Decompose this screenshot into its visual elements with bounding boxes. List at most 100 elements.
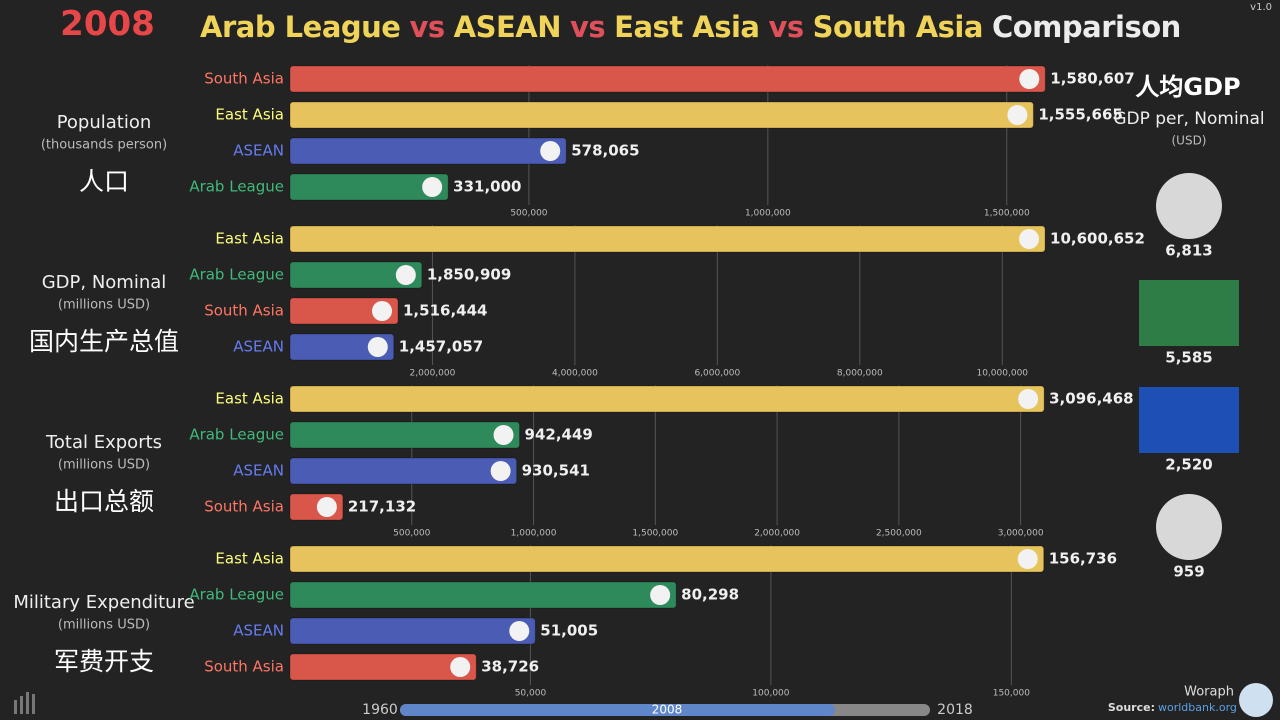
category-label: East Asia — [215, 106, 284, 124]
bar-icon — [1019, 69, 1040, 89]
chart-title: GDP, Nominal — [42, 272, 167, 293]
bar-icon — [422, 177, 443, 197]
chart-subtitle: (millions USD) — [58, 618, 150, 633]
bar — [289, 653, 477, 681]
source-label: Source: — [1108, 701, 1155, 714]
panel-unit: (USD) — [1171, 134, 1206, 148]
chart-subtitle: (thousands person) — [41, 138, 167, 153]
timeline-start: 1960 — [362, 702, 398, 718]
category-label: ASEAN — [233, 338, 284, 356]
category-label: South Asia — [204, 70, 284, 88]
title-part: vs — [570, 10, 606, 44]
x-tick-label: 2,000,000 — [754, 529, 800, 539]
bar-icon — [367, 337, 388, 357]
title-part: ASEAN — [453, 10, 562, 44]
x-tick-label: 150,000 — [993, 689, 1030, 699]
bar-icon — [316, 497, 337, 517]
panel-value: 5,585 — [1165, 349, 1212, 367]
title-part: East Asia — [614, 10, 760, 44]
value-label: 51,005 — [540, 622, 598, 640]
bar — [289, 101, 1034, 129]
panel-title: GDP per, Nominal — [1113, 109, 1264, 129]
panel-value: 6,813 — [1165, 242, 1212, 260]
value-label: 80,298 — [681, 586, 739, 604]
bar — [289, 65, 1046, 93]
bar-icon — [509, 621, 530, 641]
category-label: ASEAN — [233, 142, 284, 160]
bar — [289, 225, 1046, 253]
panel-title-zh: 人均GDP — [1135, 73, 1240, 101]
version: v1.0 — [1250, 2, 1272, 13]
bar-icon — [490, 461, 511, 481]
category-label: ASEAN — [233, 622, 284, 640]
chart-title-zh: 国内生产总值 — [29, 327, 179, 356]
bar — [289, 545, 1045, 573]
category-label: Arab League — [189, 426, 284, 444]
x-tick-label: 10,000,000 — [976, 369, 1028, 379]
bar-icon — [493, 425, 514, 445]
x-tick-label: 2,500,000 — [876, 529, 922, 539]
chart-subtitle: (millions USD) — [58, 298, 150, 313]
title-part: vs — [409, 10, 445, 44]
title-part: Comparison — [991, 10, 1181, 44]
value-label: 1,580,607 — [1050, 70, 1134, 88]
bar — [289, 581, 677, 609]
logo-bar — [26, 692, 29, 714]
bar — [289, 137, 567, 165]
bar-icon — [395, 265, 416, 285]
value-label: 578,065 — [571, 142, 639, 160]
timeline-current: 2008 — [652, 703, 683, 717]
category-label: East Asia — [215, 230, 284, 248]
icon — [1139, 280, 1239, 346]
category-label: Arab League — [189, 586, 284, 604]
value-label: 1,516,444 — [403, 302, 487, 320]
chart-title: Military Expenditure — [13, 592, 194, 613]
chart-title: Total Exports — [45, 432, 162, 453]
bar-icon — [372, 301, 393, 321]
brand: Woraph — [1184, 685, 1234, 700]
category-label: South Asia — [204, 658, 284, 676]
x-tick-label: 2,000,000 — [410, 369, 456, 379]
timeline-progress — [400, 704, 835, 716]
category-label: ASEAN — [233, 462, 284, 480]
bar — [289, 617, 536, 645]
bar-icon — [1017, 549, 1038, 569]
title-part: Arab League — [200, 10, 401, 44]
value-label: 1,457,057 — [399, 338, 483, 356]
x-tick-label: 50,000 — [515, 689, 547, 699]
bar-icon — [450, 657, 471, 677]
icon — [1156, 173, 1222, 239]
category-label: East Asia — [215, 550, 284, 568]
icon — [1156, 494, 1222, 560]
x-tick-label: 100,000 — [752, 689, 789, 699]
x-tick-label: 500,000 — [510, 209, 547, 219]
x-tick-label: 1,500,000 — [984, 209, 1030, 219]
category-label: South Asia — [204, 498, 284, 516]
x-tick-label: 8,000,000 — [837, 369, 883, 379]
chart-title-zh: 出口总额 — [54, 487, 154, 516]
category-label: Arab League — [189, 266, 284, 284]
value-label: 156,736 — [1049, 550, 1117, 568]
chart-title-zh: 人口 — [79, 167, 129, 196]
icon — [1139, 387, 1239, 453]
source: worldbank.org — [1158, 701, 1237, 714]
logo-bar — [32, 694, 35, 714]
panel-value: 2,520 — [1165, 456, 1212, 474]
chart-title-zh: 军费开支 — [54, 647, 154, 676]
value-label: 38,726 — [481, 658, 539, 676]
logo-bar — [14, 700, 17, 714]
title-part: vs — [768, 10, 805, 44]
value-label: 217,132 — [348, 498, 416, 516]
x-tick-label: 500,000 — [393, 529, 430, 539]
value-label: 930,541 — [522, 462, 590, 480]
x-tick-label: 1,000,000 — [745, 209, 791, 219]
bar-icon — [1018, 389, 1039, 409]
category-label: Arab League — [189, 178, 284, 196]
x-tick-label: 6,000,000 — [694, 369, 740, 379]
title-part: South Asia — [812, 10, 984, 44]
category-label: East Asia — [215, 390, 284, 408]
value-label: 1,555,665 — [1038, 106, 1122, 124]
category-label: South Asia — [204, 302, 284, 320]
